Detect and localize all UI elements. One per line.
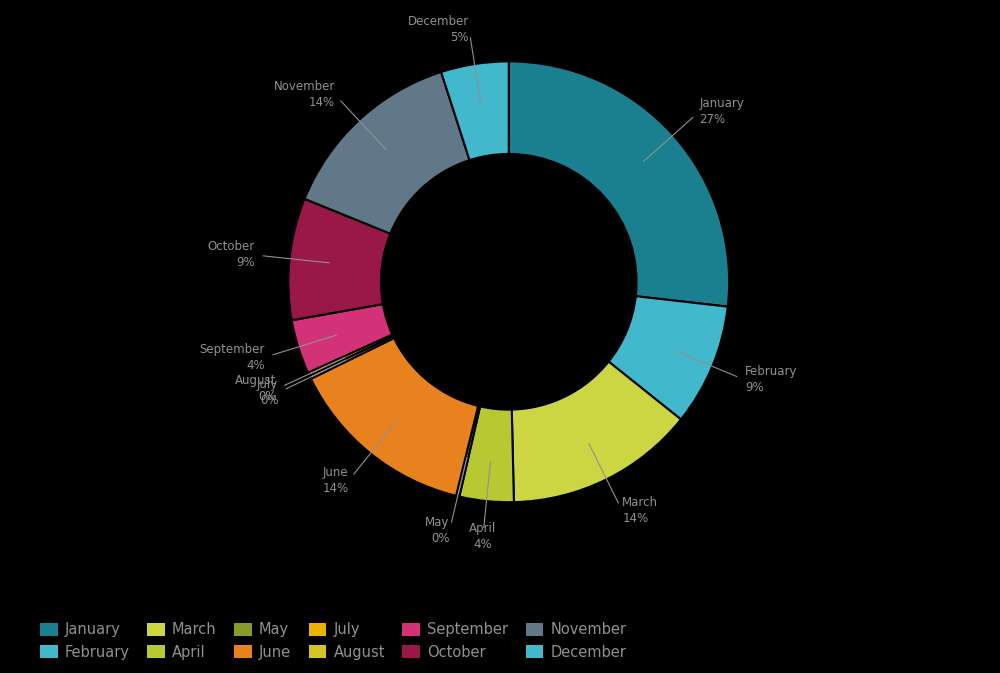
Text: June
14%: June 14% bbox=[322, 466, 348, 495]
Text: August
0%: August 0% bbox=[235, 374, 277, 404]
Wedge shape bbox=[311, 338, 478, 496]
Text: May
0%: May 0% bbox=[425, 516, 450, 545]
Wedge shape bbox=[459, 406, 514, 502]
Text: November
14%: November 14% bbox=[273, 80, 335, 109]
Wedge shape bbox=[609, 296, 728, 419]
Text: January
27%: January 27% bbox=[699, 97, 744, 126]
Text: March
14%: March 14% bbox=[622, 497, 658, 526]
Wedge shape bbox=[509, 61, 729, 307]
Wedge shape bbox=[308, 334, 393, 376]
Text: July
0%: July 0% bbox=[257, 378, 278, 407]
Wedge shape bbox=[456, 406, 480, 497]
Text: September
4%: September 4% bbox=[199, 343, 265, 372]
Wedge shape bbox=[512, 361, 681, 502]
Text: December
5%: December 5% bbox=[408, 15, 469, 44]
Wedge shape bbox=[305, 72, 470, 234]
Text: February
9%: February 9% bbox=[745, 365, 797, 394]
Legend: January, February, March, April, May, June, July, August, September, October, No: January, February, March, April, May, Ju… bbox=[40, 623, 626, 660]
Wedge shape bbox=[309, 336, 394, 379]
Wedge shape bbox=[441, 61, 509, 160]
Text: April
4%: April 4% bbox=[469, 522, 497, 551]
Wedge shape bbox=[292, 304, 392, 373]
Wedge shape bbox=[288, 199, 390, 320]
Text: October
9%: October 9% bbox=[207, 240, 254, 269]
